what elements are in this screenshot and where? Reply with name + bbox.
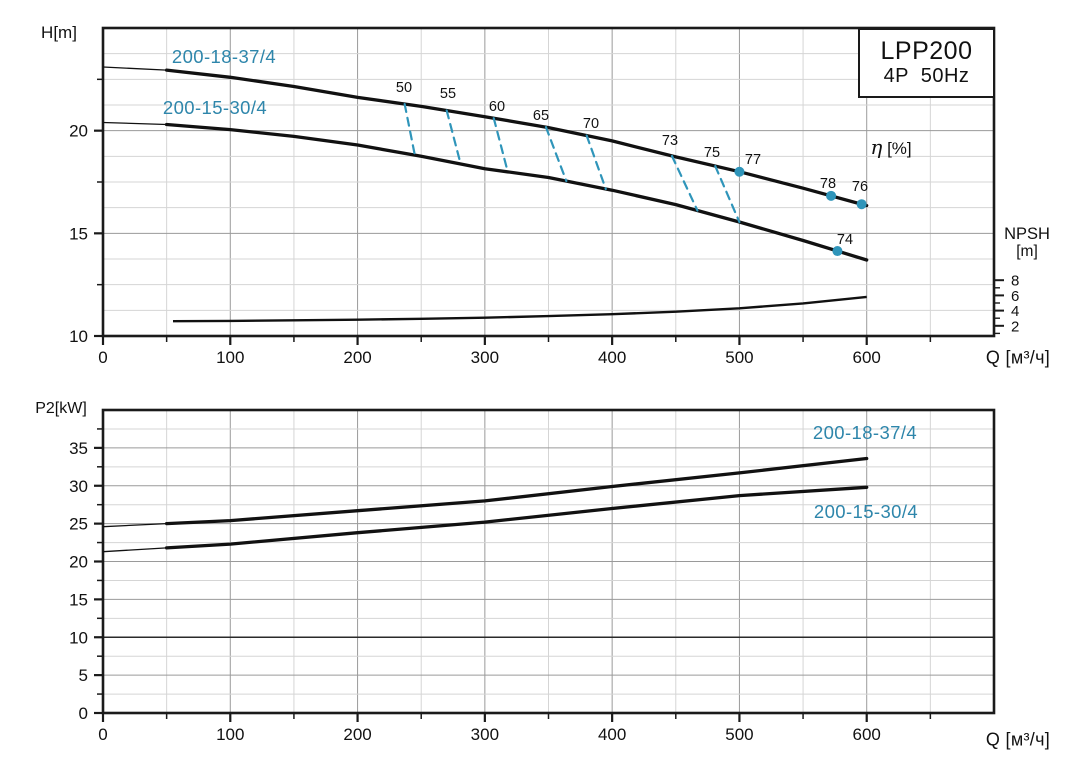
head-axis-label: H[m]	[41, 23, 77, 42]
curve-200-18-37/4-thin	[102, 66, 167, 71]
pump-model: LPP200	[880, 37, 973, 65]
efficiency-dot-74	[832, 246, 843, 257]
efficiency-dot-label: 78	[820, 176, 836, 192]
y-tick-label: 30	[69, 477, 88, 496]
efficiency-dot-76	[856, 199, 867, 210]
curve-label-200-15-30-4-power: 200-15-30/4	[813, 501, 919, 522]
x-tick-label: 0	[98, 348, 107, 367]
x-tick-label: 100	[216, 348, 244, 367]
efficiency-dot-label: 74	[837, 232, 853, 248]
npsh-tick-label: 2	[1011, 318, 1019, 335]
efficiency-iso-label: 60	[489, 99, 505, 115]
curve-label-200-18-37-4-power: 200-18-37/4	[812, 422, 918, 443]
efficiency-dot-77	[734, 166, 745, 177]
npsh-unit: [m]	[1016, 243, 1038, 260]
efficiency-iso-line-73	[670, 154, 699, 212]
y-tick-label: 25	[69, 515, 88, 534]
x-tick-label: 500	[725, 348, 753, 367]
x-tick-label: 200	[343, 348, 371, 367]
flow-axis-label-top: Q [м³/ч]	[985, 347, 1051, 368]
curve-200-18-37/4-thin	[102, 522, 167, 528]
curve-label-200-18-37-4-head: 200-18-37/4	[171, 46, 277, 67]
efficiency-iso-line-75	[714, 165, 741, 224]
npsh-axis-title: NPSH [m]	[996, 225, 1058, 261]
pump-model-box: LPP200 4P 50Hz	[858, 28, 995, 98]
efficiency-iso-line-65	[544, 126, 568, 183]
efficiency-iso-label: 55	[440, 86, 456, 102]
x-tick-label: 600	[853, 348, 881, 367]
curve-200-15-30/4	[164, 485, 869, 550]
x-tick-label: 400	[598, 348, 626, 367]
eta-unit: [%]	[882, 139, 912, 158]
efficiency-iso-line-60	[492, 117, 509, 173]
efficiency-dot-label: 76	[852, 179, 868, 195]
curve-200-18-37/4	[164, 68, 869, 208]
npsh-title: NPSH	[1004, 225, 1050, 243]
efficiency-iso-label: 73	[662, 133, 678, 149]
x-tick-label: 400	[598, 725, 626, 744]
y-tick-label: 10	[69, 327, 88, 346]
y-tick-label: 20	[69, 553, 88, 572]
power-chart: 0 100 200 300 400 500 600 0 5 10 15 20 25 30 35	[69, 408, 996, 744]
efficiency-dot-label: 77	[745, 152, 761, 168]
npsh-tick-label: 8	[1011, 273, 1019, 290]
y-tick-label: 35	[69, 439, 88, 458]
power-axis-label: P2[kW]	[35, 400, 87, 417]
efficiency-iso-label: 75	[704, 145, 720, 161]
pump-spec: 4P 50Hz	[883, 65, 970, 87]
efficiency-iso-label: 50	[396, 80, 412, 96]
curve-200-15-30/4-thin	[102, 547, 167, 553]
x-tick-label: 600	[853, 725, 881, 744]
efficiency-dot-78	[826, 190, 837, 201]
curve-200-15-30/4-thin	[102, 121, 167, 126]
x-tick-label: 300	[471, 725, 499, 744]
y-tick-label: 15	[69, 590, 88, 609]
flow-axis-label-bottom: Q [м³/ч]	[985, 729, 1051, 750]
head-capacity-chart: 0 100 200 300 400 500 600 10 15 20 50 55 60 65 70 73 75 7…	[69, 26, 1019, 367]
efficiency-iso-line-70	[585, 134, 607, 191]
x-tick-label: 200	[343, 725, 371, 744]
y-tick-label: 5	[79, 666, 88, 685]
y-tick-label: 20	[69, 122, 88, 141]
curve-npsh	[172, 295, 867, 323]
curve-200-15-30/4	[164, 122, 869, 262]
efficiency-iso-line-50	[403, 102, 416, 157]
x-tick-label: 500	[725, 725, 753, 744]
x-tick-label: 0	[98, 725, 107, 744]
eta-symbol: η	[870, 135, 883, 159]
efficiency-iso-label: 65	[533, 108, 549, 124]
efficiency-iso-line-55	[445, 109, 462, 166]
x-tick-label: 100	[216, 725, 244, 744]
efficiency-iso-label: 70	[583, 116, 599, 132]
y-tick-label: 10	[69, 628, 88, 647]
efficiency-axis-label: η [%]	[870, 135, 911, 159]
npsh-tick-label: 4	[1011, 303, 1019, 320]
x-tick-label: 300	[471, 348, 499, 367]
curve-label-200-15-30-4-head: 200-15-30/4	[162, 97, 268, 118]
y-tick-label: 15	[69, 224, 88, 243]
npsh-tick-label: 6	[1011, 288, 1019, 305]
y-tick-label: 0	[79, 704, 88, 723]
curve-200-18-37/4	[164, 456, 869, 526]
